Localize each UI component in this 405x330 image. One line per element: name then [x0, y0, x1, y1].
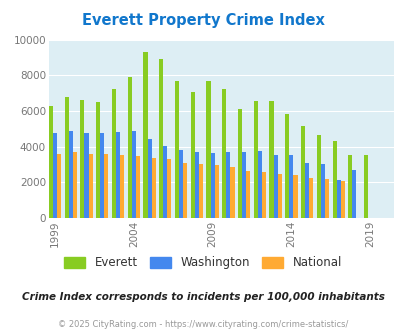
Bar	[241, 152, 245, 218]
Bar	[64, 97, 68, 218]
Bar	[273, 155, 277, 218]
Bar	[88, 154, 92, 218]
Bar	[49, 106, 53, 218]
Bar	[214, 165, 218, 218]
Bar	[347, 154, 352, 218]
Bar	[324, 180, 328, 218]
Bar	[230, 167, 234, 218]
Bar	[289, 155, 293, 218]
Bar	[132, 131, 136, 218]
Bar	[104, 154, 108, 218]
Bar	[198, 164, 202, 218]
Bar	[53, 133, 57, 218]
Bar	[57, 154, 61, 218]
Bar	[206, 81, 210, 218]
Bar	[80, 100, 84, 218]
Bar	[163, 146, 167, 218]
Bar	[320, 164, 324, 218]
Bar	[210, 153, 214, 218]
Bar	[167, 159, 171, 218]
Text: Crime Index corresponds to incidents per 100,000 inhabitants: Crime Index corresponds to incidents per…	[21, 292, 384, 302]
Bar	[68, 131, 72, 218]
Bar	[147, 139, 151, 218]
Bar	[277, 174, 281, 218]
Bar	[190, 92, 194, 218]
Bar	[127, 77, 132, 218]
Bar	[84, 133, 88, 218]
Text: Everett Property Crime Index: Everett Property Crime Index	[81, 13, 324, 28]
Bar	[316, 135, 320, 218]
Bar	[340, 181, 344, 218]
Bar	[226, 152, 230, 218]
Bar	[253, 101, 257, 218]
Bar	[257, 151, 261, 218]
Bar	[116, 132, 120, 218]
Text: © 2025 CityRating.com - https://www.cityrating.com/crime-statistics/: © 2025 CityRating.com - https://www.city…	[58, 320, 347, 329]
Bar	[194, 152, 198, 218]
Bar	[300, 126, 304, 218]
Bar	[159, 59, 163, 218]
Bar	[183, 163, 187, 218]
Bar	[222, 89, 226, 218]
Legend: Everett, Washington, National: Everett, Washington, National	[59, 252, 346, 274]
Bar	[309, 178, 313, 218]
Bar	[336, 181, 340, 218]
Bar	[261, 172, 265, 218]
Bar	[151, 158, 156, 218]
Bar	[285, 115, 289, 218]
Bar	[143, 52, 147, 218]
Bar	[112, 89, 116, 218]
Bar	[72, 152, 77, 218]
Bar	[120, 154, 124, 218]
Bar	[352, 170, 356, 218]
Bar	[332, 141, 336, 218]
Bar	[100, 133, 104, 218]
Bar	[96, 102, 100, 218]
Bar	[304, 163, 309, 218]
Bar	[175, 82, 179, 218]
Bar	[245, 171, 249, 218]
Bar	[136, 156, 140, 218]
Bar	[237, 109, 241, 218]
Bar	[293, 175, 297, 218]
Bar	[269, 101, 273, 218]
Bar	[179, 150, 183, 218]
Bar	[363, 154, 367, 218]
